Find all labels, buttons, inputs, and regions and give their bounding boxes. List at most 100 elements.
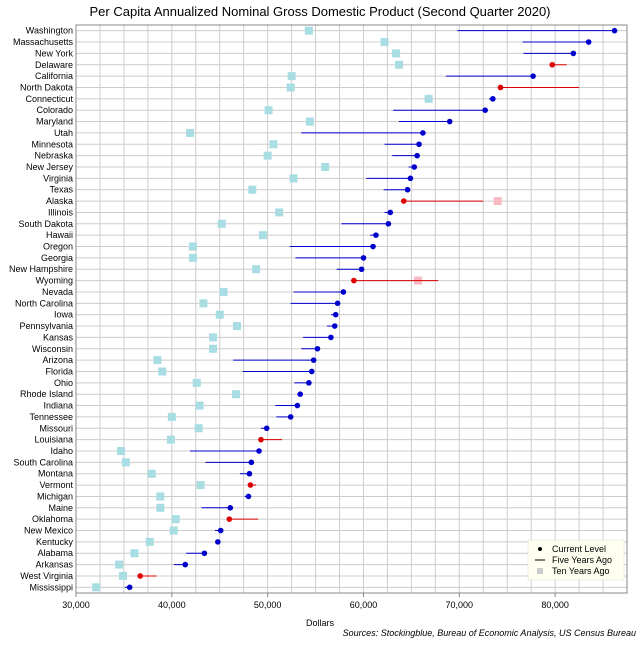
ten-years-marker xyxy=(275,208,284,217)
current-level-dot xyxy=(331,323,338,329)
ten-years-marker xyxy=(188,253,197,262)
current-level-dot xyxy=(137,573,144,579)
category-label: Massachusetts xyxy=(13,37,74,47)
current-level-dot xyxy=(351,277,357,284)
current-level-dot xyxy=(416,141,422,148)
category-label: Vermont xyxy=(39,480,73,490)
category-label: Mississippi xyxy=(29,582,73,592)
ten-years-marker xyxy=(156,492,165,501)
current-level-dot xyxy=(248,459,255,466)
ten-years-marker xyxy=(171,515,180,524)
current-level-dot xyxy=(314,345,321,352)
current-level-dot xyxy=(245,493,252,500)
current-level-dot xyxy=(387,209,394,216)
x-tick-label: 60,000 xyxy=(350,600,378,610)
ten-years-marker xyxy=(156,503,165,512)
ten-years-marker xyxy=(286,83,295,92)
ten-years-marker xyxy=(392,49,401,58)
ten-years-marker xyxy=(263,151,272,160)
current-level-dot xyxy=(530,73,536,79)
category-label: New York xyxy=(35,48,74,58)
legend-entry: Five Years Ago xyxy=(552,555,612,565)
ten-years-marker xyxy=(118,571,127,580)
ten-years-marker xyxy=(121,458,130,467)
category-label: Illinois xyxy=(48,207,74,217)
category-label: Virginia xyxy=(43,173,73,183)
category-label: Alabama xyxy=(37,548,73,558)
current-level-dot xyxy=(256,448,262,454)
current-level-dot xyxy=(497,84,504,91)
current-level-dot xyxy=(373,232,379,238)
ten-years-marker xyxy=(287,72,296,81)
ten-years-marker xyxy=(304,26,313,35)
legend-entry: Ten Years Ago xyxy=(552,566,610,576)
current-level-dot xyxy=(328,334,334,341)
category-label: Georgia xyxy=(41,253,73,263)
current-level-dot xyxy=(217,527,224,534)
category-label: Washington xyxy=(26,26,73,36)
legend-entry: Current Level xyxy=(552,544,606,554)
current-level-dot xyxy=(611,27,618,34)
category-label: Nevada xyxy=(42,287,73,297)
category-label: Oklahoma xyxy=(32,514,73,524)
ten-years-marker xyxy=(166,435,175,444)
label-layer: 30,000 40,000 50,000 60,000 70,000 80,000 Wash… xyxy=(9,26,569,610)
category-label: New Hampshire xyxy=(9,264,73,274)
ten-years-marker xyxy=(158,367,167,376)
ten-years-marker xyxy=(92,583,101,592)
current-level-dot xyxy=(370,243,376,250)
category-label: Michigan xyxy=(37,491,73,501)
ten-years-marker xyxy=(153,356,162,365)
category-label: Wisconsin xyxy=(32,344,73,354)
category-label: Oregon xyxy=(43,242,73,252)
category-label: South Dakota xyxy=(18,219,73,229)
current-level-dot xyxy=(306,380,312,386)
current-level-dot xyxy=(182,561,189,568)
category-label: Rhode Island xyxy=(20,389,73,399)
ten-years-marker xyxy=(145,537,154,546)
category-label: New Mexico xyxy=(24,526,73,536)
category-label: Montana xyxy=(38,469,73,479)
current-level-dot xyxy=(310,357,317,363)
source-note: Sources: Stockingblue, Bureau of Economi… xyxy=(343,628,636,638)
legend-ten-marker xyxy=(537,568,543,574)
ten-years-marker xyxy=(196,481,205,490)
category-label: Arkansas xyxy=(35,560,73,570)
grid-layer xyxy=(75,24,628,594)
current-level-dot xyxy=(332,311,339,318)
ten-years-marker xyxy=(264,106,273,115)
ten-years-marker xyxy=(147,469,156,478)
current-level-dot xyxy=(258,436,264,443)
ten-years-marker xyxy=(248,185,257,194)
category-label: Arizona xyxy=(42,355,73,365)
x-tick-label: 80,000 xyxy=(541,600,569,610)
category-label: Maine xyxy=(48,503,73,513)
category-label: Delaware xyxy=(35,60,73,70)
category-label: Missouri xyxy=(39,423,73,433)
current-level-dot xyxy=(407,175,414,182)
ten-years-marker xyxy=(321,163,330,171)
current-level-dot xyxy=(420,130,426,136)
chart-title: Per Capita Annualized Nominal Gross Dome… xyxy=(90,4,551,19)
x-tick-label: 70,000 xyxy=(446,600,474,610)
current-level-dot xyxy=(226,516,233,522)
category-label: Kentucky xyxy=(36,537,74,547)
ten-years-marker xyxy=(232,390,241,399)
legend-current-marker xyxy=(538,547,542,551)
current-level-dot xyxy=(549,61,556,68)
ten-years-marker xyxy=(219,287,228,296)
current-level-dot xyxy=(201,550,208,557)
ten-years-marker xyxy=(305,117,314,126)
ten-years-marker xyxy=(169,526,178,535)
ten-years-marker xyxy=(424,94,433,103)
current-level-dot xyxy=(334,300,341,307)
current-level-dot xyxy=(358,266,365,273)
category-label: Utah xyxy=(54,128,73,138)
ten-years-marker xyxy=(394,60,403,69)
category-label: Iowa xyxy=(54,310,73,320)
category-label: West Virginia xyxy=(20,571,73,581)
current-level-dot xyxy=(400,198,407,204)
category-label: Hawaii xyxy=(46,230,73,240)
current-level-dot xyxy=(263,425,270,432)
